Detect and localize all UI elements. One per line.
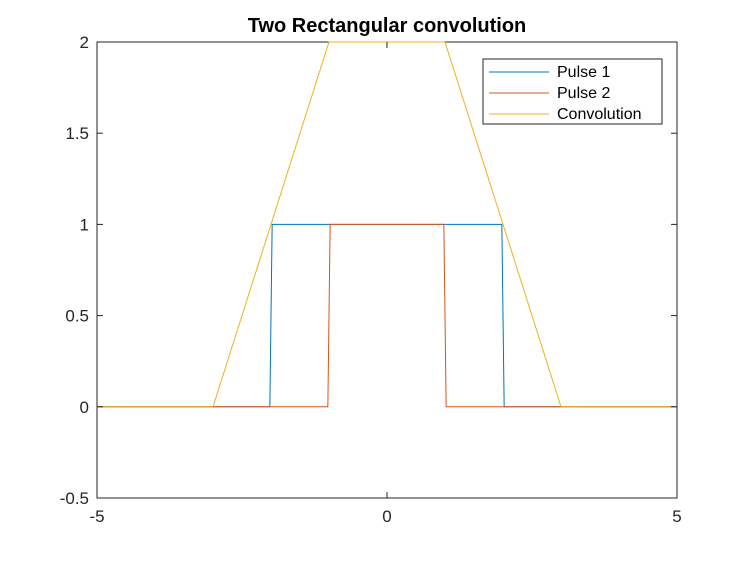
y-tick-label: 1 <box>80 215 89 234</box>
series-line-2 <box>97 223 677 408</box>
legend-label-3: Convolution <box>557 106 642 123</box>
x-tick-label: -5 <box>89 507 104 526</box>
legend: Pulse 1 Pulse 2 Convolution <box>482 58 663 125</box>
y-tick-label: 0 <box>80 398 89 417</box>
legend-label-2: Pulse 2 <box>557 85 610 102</box>
y-tick-label: 0.5 <box>65 307 89 326</box>
y-tick-label: 2 <box>80 33 89 52</box>
legend-box <box>482 58 663 125</box>
y-tick-label: -0.5 <box>60 489 89 508</box>
chart-title: Two Rectangular convolution <box>248 15 527 37</box>
x-tick-label: 0 <box>382 507 391 526</box>
y-tick-label: 1.5 <box>65 124 89 143</box>
ticks-layer: -5 0 5 -0.5 0 0.5 1 1.5 2 <box>60 33 682 526</box>
legend-label-1: Pulse 1 <box>557 64 610 81</box>
x-tick-label: 5 <box>672 507 681 526</box>
